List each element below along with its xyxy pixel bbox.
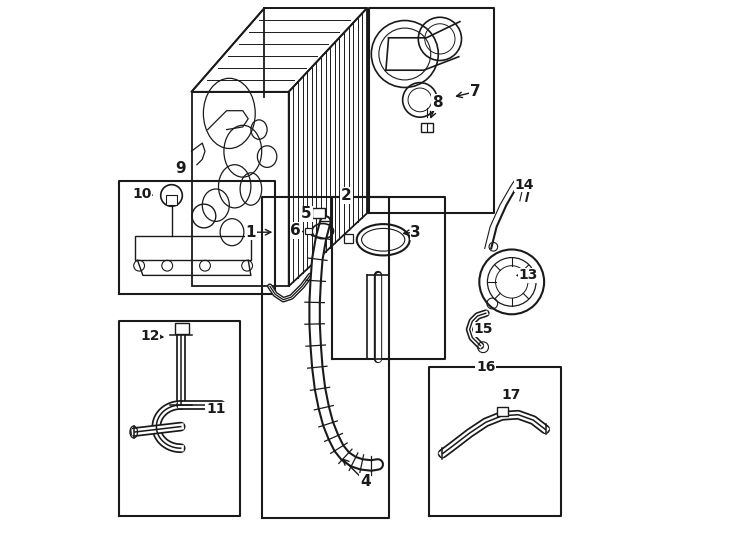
- Text: 12: 12: [140, 329, 160, 343]
- Text: 17: 17: [501, 388, 520, 402]
- Bar: [166, 195, 177, 205]
- Text: 8: 8: [432, 95, 443, 110]
- Text: 10: 10: [132, 187, 151, 201]
- Bar: [305, 228, 313, 234]
- Text: 7: 7: [470, 84, 480, 99]
- Text: 4: 4: [360, 474, 371, 489]
- Text: 14: 14: [515, 178, 534, 192]
- Text: 2: 2: [341, 188, 352, 203]
- Text: 9: 9: [175, 161, 186, 176]
- Text: 11: 11: [206, 402, 225, 416]
- Bar: [421, 123, 433, 132]
- Text: 5: 5: [301, 206, 312, 221]
- Bar: [497, 407, 509, 416]
- Text: 1: 1: [246, 225, 256, 240]
- Bar: [344, 234, 353, 243]
- Text: 6: 6: [291, 223, 301, 238]
- Text: 13: 13: [518, 268, 537, 282]
- Text: 16: 16: [476, 360, 495, 374]
- Bar: [135, 236, 251, 260]
- Text: 15: 15: [473, 322, 493, 336]
- Text: 3: 3: [410, 225, 421, 240]
- Bar: [175, 323, 189, 334]
- Bar: [312, 208, 325, 218]
